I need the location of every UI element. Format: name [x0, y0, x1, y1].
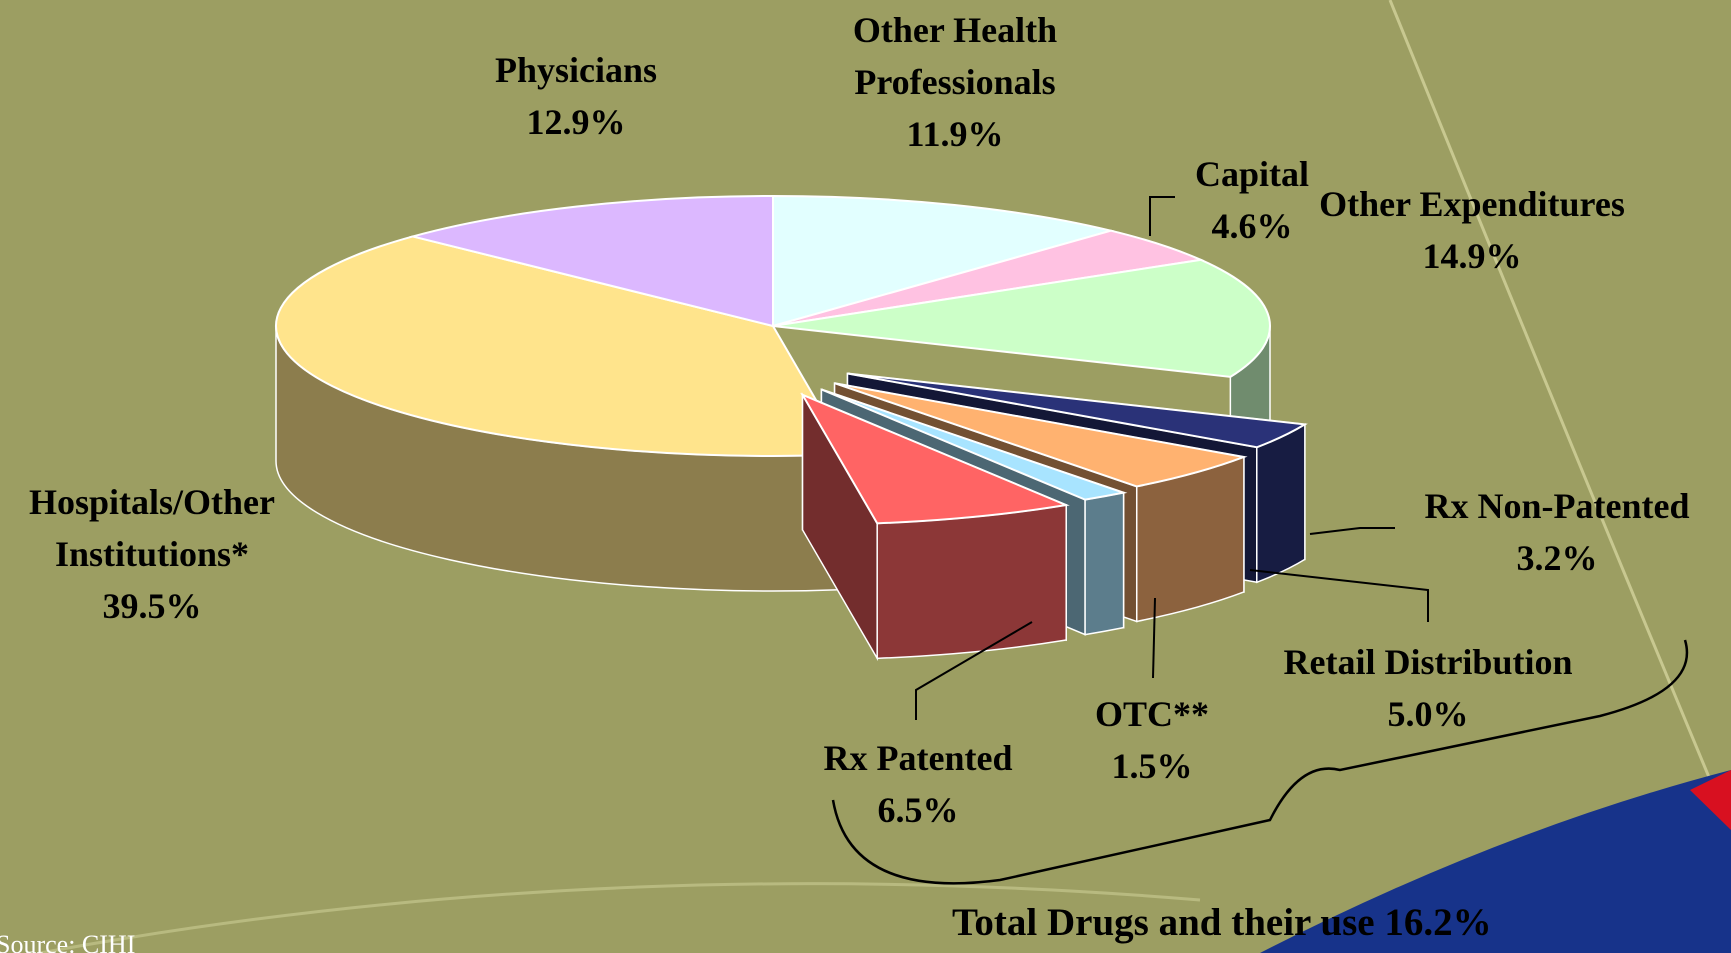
category-name: OTC** — [1094, 694, 1209, 734]
category-name: Retail Distribution — [1283, 642, 1573, 682]
slice-label: Rx Patented 6.5% — [788, 732, 1048, 836]
slice — [834, 382, 1248, 488]
slice-side — [1084, 491, 1125, 636]
slice — [772, 258, 1271, 378]
decor-corner — [1690, 770, 1731, 830]
slice-side — [876, 504, 1067, 660]
category-name: Other Expenditures — [1319, 184, 1625, 224]
slice-label: Other Expenditures 14.9% — [1292, 178, 1652, 282]
value-label: 39.5% — [102, 586, 202, 626]
slice — [800, 392, 1070, 525]
slice-label: Other Health Professionals 11.9% — [815, 4, 1095, 160]
value-label: 11.9% — [906, 114, 1004, 154]
slice — [772, 194, 1115, 328]
category-name: Physicians — [494, 50, 658, 90]
slice — [275, 235, 850, 457]
source: Source: CIHI — [0, 930, 136, 953]
slice-side — [1256, 423, 1306, 584]
category-name: Other Health Professionals — [852, 10, 1058, 102]
value-label: 6.5% — [877, 790, 959, 830]
value-label: 1.5% — [1111, 746, 1193, 786]
category-name: Rx Patented — [823, 738, 1013, 778]
value-label: 3.2% — [1516, 538, 1598, 578]
slice-label: Retail Distribution 5.0% — [1258, 636, 1598, 740]
slice — [821, 388, 1128, 501]
slice-label: OTC** 1.5% — [1072, 688, 1232, 792]
category-name: Capital — [1194, 154, 1309, 194]
category-name: Rx Non-Patented — [1424, 486, 1690, 526]
decor-curve — [39, 882, 1201, 953]
slice — [408, 194, 774, 328]
annotation: Total Drugs and their use 16.2% — [952, 901, 1492, 944]
value-label: 12.9% — [526, 102, 626, 142]
value-label: 5.0% — [1387, 694, 1469, 734]
decor-corner — [1260, 770, 1731, 953]
value-label: 14.9% — [1422, 236, 1522, 276]
decor-curve — [1388, 0, 1731, 831]
slice — [847, 372, 1308, 449]
slice-label: Hospitals/Other Institutions* 39.5% — [2, 476, 302, 632]
slice-label: Physicians 12.9% — [466, 44, 686, 148]
slice-label: Rx Non-Patented 3.2% — [1397, 480, 1717, 584]
slice-label: Capital 4.6% — [1177, 148, 1327, 252]
leaders — [831, 196, 1689, 885]
category-name: Hospitals/Other Institutions* — [28, 482, 275, 574]
pie — [275, 194, 1308, 662]
value-label: 4.6% — [1211, 206, 1293, 246]
